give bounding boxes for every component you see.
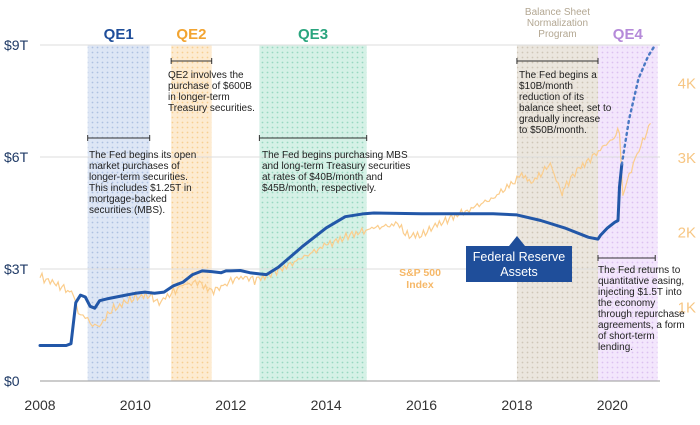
annotation-text: The Fed begins its open market purchases … [89, 150, 196, 216]
period-label: QE2 [176, 26, 206, 43]
y-tick-label-left: $0 [4, 373, 20, 389]
x-tick-label: 2018 [501, 397, 532, 413]
y-tick-label-left: $9T [4, 37, 29, 53]
annotation-text-line: $10B/month [519, 81, 573, 92]
x-tick-label: 2008 [24, 397, 55, 413]
annotation-text-line: through repurchase [598, 309, 685, 320]
period-bands [87, 45, 658, 381]
x-tick-label: 2020 [597, 397, 628, 413]
sp500-label: S&P 500 Index [399, 267, 441, 291]
y-tick-label-right: 4K [678, 75, 696, 92]
period-labels: QE1 QE2 QE3 QE4 Balance Sheet Normalization Pr… [104, 7, 644, 43]
y-tick-label-left: $6T [4, 149, 29, 165]
annotation-text-line: Treasury securities. [168, 103, 255, 114]
period-caption-line: Balance Sheet [525, 7, 590, 18]
annotation-text-line: of short-term [598, 331, 655, 342]
annotation-text-line: lending. [598, 342, 633, 353]
fed-assets-label-line: Federal Reserve [473, 250, 565, 264]
fed-assets-label: Federal Reserve Assets [473, 250, 565, 279]
x-tick-label: 2016 [406, 397, 437, 413]
annotation-text: The Fed begins a $10B/month reduction of i… [519, 70, 612, 136]
annotation-text: QE2 involves the purchase of $600B in long… [168, 70, 255, 114]
annotation-text-line: the economy [598, 298, 655, 309]
annotation-text-line: mortgage-backed [89, 194, 167, 205]
annotation-text-line: The Fed returns to [598, 265, 681, 276]
annotation-text-line: at rates of $40B/month and [262, 172, 383, 183]
annotation-text: The Fed returns to quantitative easing, in… [598, 265, 685, 353]
annotation-text-line: to $50B/month. [519, 125, 587, 136]
fed-assets-label-pointer [509, 236, 525, 246]
period-band [87, 45, 150, 381]
x-tick-label: 2012 [215, 397, 246, 413]
annotation-text-line: This includes $1.25T in [89, 183, 192, 194]
annotation-text-line: gradually increase [519, 114, 601, 125]
annotation-text-line: balance sheet, set to [519, 103, 612, 114]
period-caption: Balance Sheet Normalization Program [525, 7, 590, 40]
y-tick-label-right: 1K [678, 299, 696, 316]
fed-assets-projection [620, 43, 657, 166]
period-label: QE4 [613, 26, 644, 43]
fed-assets-line [38, 163, 624, 347]
annotation-text-line: quantitative easing, [598, 276, 684, 287]
axes: 2008 2010 2012 2014 2016 2018 2020 $0 $3T $6T $9T 1… [4, 37, 696, 413]
annotation-text-line: longer-term securities. [89, 172, 188, 183]
annotation-text-line: $45B/month, respectively. [262, 183, 376, 194]
x-tick-label: 2010 [120, 397, 151, 413]
period-label: QE1 [104, 26, 134, 43]
annotation-text-line: injecting $1.5T into [598, 287, 682, 298]
annotation-text: The Fed begins purchasing MBS and long-te… [262, 150, 410, 194]
annotation-text-line: The Fed begins its open [89, 150, 196, 161]
annotation-text-line: agreements, a form [598, 320, 685, 331]
period-band [259, 45, 367, 381]
y-tick-label-right: 3K [678, 150, 696, 167]
fed-assets-label-line: Assets [500, 265, 538, 279]
period-band [516, 45, 598, 381]
fed-assets-series [38, 43, 657, 347]
annotation-text-line: market purchases of [89, 161, 180, 172]
annotation-text-line: purchase of $600B [168, 81, 252, 92]
period-label: QE3 [298, 26, 328, 43]
period-band [598, 45, 658, 381]
annotation-text-line: and long-term Treasury securities [262, 161, 410, 172]
sp500-label-line: S&P 500 [399, 267, 441, 279]
annotation-text-line: QE2 involves the [168, 70, 244, 81]
annotation-text-line: reduction of its [519, 92, 584, 103]
y-tick-label-left: $3T [4, 261, 29, 277]
fed-assets-label-box [466, 246, 572, 282]
annotation-text-line: securities (MBS). [89, 205, 165, 216]
sp500-label-line: Index [406, 279, 434, 291]
period-caption-line: Program [538, 29, 576, 40]
y-tick-label-right: 2K [678, 225, 696, 242]
annotations: The Fed begins its open market purchases … [87, 58, 685, 353]
annotation-text-line: The Fed begins purchasing MBS [262, 150, 408, 161]
annotation-text-line: The Fed begins a [519, 70, 597, 81]
period-caption-line: Normalization [527, 18, 588, 29]
x-tick-label: 2014 [311, 397, 342, 413]
period-band [171, 45, 212, 381]
annotation-text-line: in longer-term [168, 92, 230, 103]
series-labels: Federal Reserve Assets S&P 500 Index [399, 236, 572, 291]
